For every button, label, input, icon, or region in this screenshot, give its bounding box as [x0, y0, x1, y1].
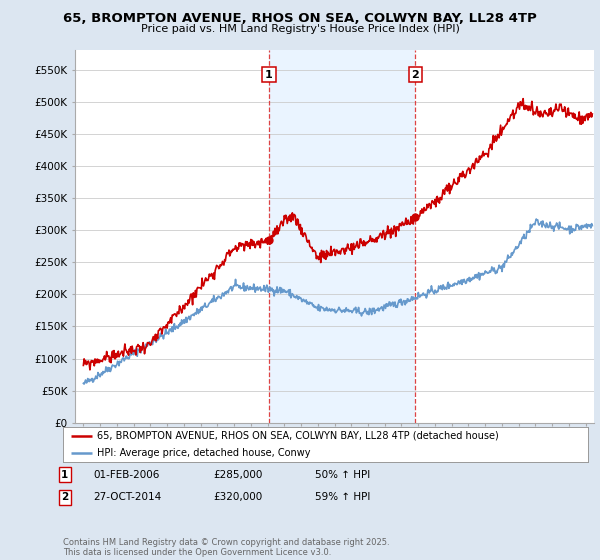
Bar [269, 50, 415, 423]
Text: 1: 1 [61, 470, 68, 480]
Text: 59% ↑ HPI: 59% ↑ HPI [315, 492, 370, 502]
Text: 2: 2 [61, 492, 68, 502]
Text: Price paid vs. HM Land Registry's House Price Index (HPI): Price paid vs. HM Land Registry's House … [140, 24, 460, 34]
Text: 1: 1 [265, 69, 273, 80]
Text: £285,000: £285,000 [213, 470, 262, 480]
Text: Contains HM Land Registry data © Crown copyright and database right 2025.
This d: Contains HM Land Registry data © Crown c… [63, 538, 389, 557]
Text: 01-FEB-2006: 01-FEB-2006 [93, 470, 160, 480]
Text: 2: 2 [412, 69, 419, 80]
Text: 50% ↑ HPI: 50% ↑ HPI [315, 470, 370, 480]
Text: £320,000: £320,000 [213, 492, 262, 502]
Text: 27-OCT-2014: 27-OCT-2014 [93, 492, 161, 502]
Text: HPI: Average price, detached house, Conwy: HPI: Average price, detached house, Conw… [97, 449, 311, 458]
Text: 65, BROMPTON AVENUE, RHOS ON SEA, COLWYN BAY, LL28 4TP (detached house): 65, BROMPTON AVENUE, RHOS ON SEA, COLWYN… [97, 431, 499, 441]
Text: 65, BROMPTON AVENUE, RHOS ON SEA, COLWYN BAY, LL28 4TP: 65, BROMPTON AVENUE, RHOS ON SEA, COLWYN… [63, 12, 537, 25]
